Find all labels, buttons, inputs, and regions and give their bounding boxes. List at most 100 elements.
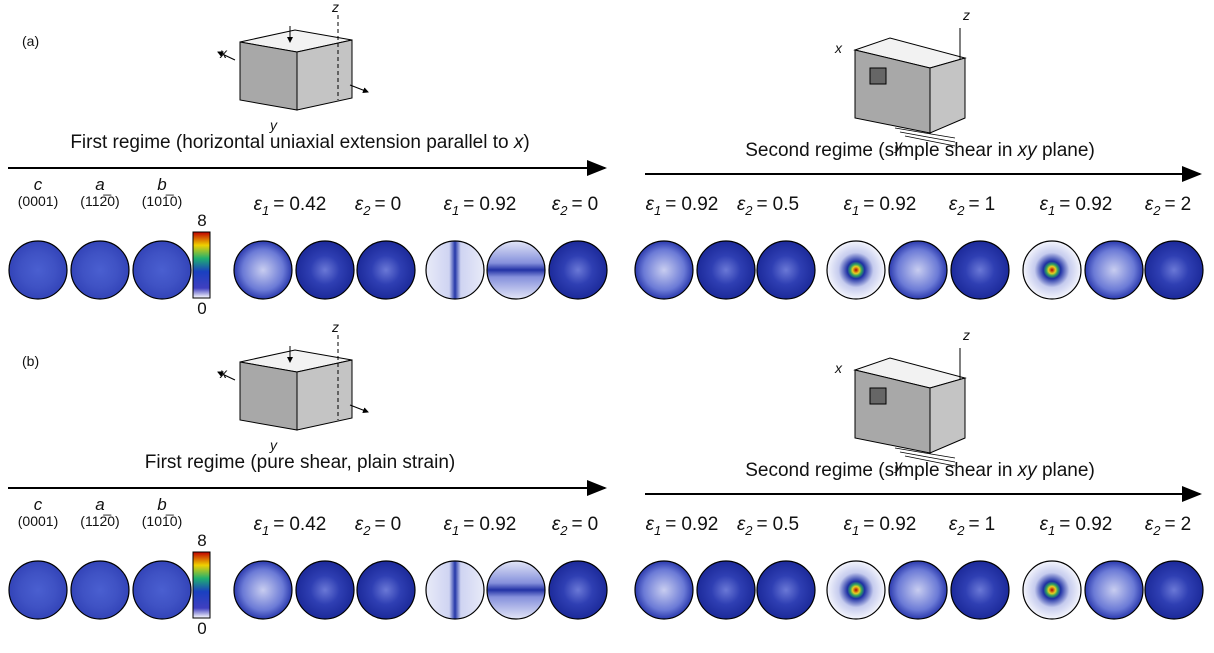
strain-subscript: 2 xyxy=(744,203,753,218)
strain-sign: = xyxy=(1059,194,1070,215)
strain-sign: = xyxy=(374,194,385,215)
strain-label: ε1=0.42 xyxy=(254,514,327,538)
pole-figure xyxy=(1145,561,1203,619)
strain-sign: = xyxy=(374,514,385,535)
strain-sign: = xyxy=(463,194,474,215)
axis-label: y xyxy=(269,437,278,453)
pole-figure xyxy=(889,241,947,299)
strain-subscript: 1 xyxy=(654,523,661,538)
panel-label: (a) xyxy=(22,33,39,49)
strain-value: 0.92 xyxy=(1075,194,1112,215)
colorbar xyxy=(193,232,210,298)
pole-name: c xyxy=(34,175,43,194)
pole-index: (112̅0) xyxy=(80,513,119,529)
pole-figure xyxy=(296,561,354,619)
strain-sign: = xyxy=(463,514,474,535)
pole-name: c xyxy=(34,495,43,514)
strain-value: 0.92 xyxy=(681,514,718,535)
strain-value: 0.92 xyxy=(479,194,516,215)
strain-subscript: 1 xyxy=(262,203,269,218)
strain-sign: = xyxy=(968,194,979,215)
arrow xyxy=(350,85,368,92)
pole-figure xyxy=(549,241,607,299)
strain-label: ε1=0.92 xyxy=(844,514,917,538)
pole-figure xyxy=(296,241,354,299)
figure: (a)xyzxyzFirst regime (horizontal uniaxi… xyxy=(0,0,1214,653)
strain-sign: = xyxy=(665,194,676,215)
pole-figure xyxy=(827,241,885,299)
strain-label: ε2=0 xyxy=(355,194,401,218)
axis-label: y xyxy=(269,117,278,133)
pole-figure xyxy=(697,561,755,619)
strain-label: ε1=0.92 xyxy=(646,194,719,218)
axis-label: z xyxy=(962,327,970,343)
strain-subscript: 1 xyxy=(852,523,859,538)
axis-label: x xyxy=(219,45,228,61)
strain-label: ε2=1 xyxy=(949,514,995,538)
pole-figure xyxy=(951,561,1009,619)
pole-figure xyxy=(71,241,129,299)
strain-sign: = xyxy=(757,194,768,215)
pole-name: b xyxy=(157,175,166,194)
pole-name: b xyxy=(157,495,166,514)
strain-sign: = xyxy=(863,514,874,535)
axis-label: z xyxy=(962,7,970,23)
strain-sign: = xyxy=(273,194,284,215)
strain-value: 0.42 xyxy=(289,194,326,215)
regime-title: Second regime (simple shear in xy plane) xyxy=(745,140,1095,161)
pole-figure xyxy=(549,561,607,619)
strain-label: ε2=0.5 xyxy=(737,514,799,538)
shear-mark xyxy=(870,68,886,84)
strain-label: ε2=0 xyxy=(552,194,598,218)
pole-figure xyxy=(1023,561,1081,619)
strain-label: ε1=0.92 xyxy=(844,194,917,218)
axis-label: x xyxy=(219,365,228,381)
pole-figure xyxy=(9,561,67,619)
strain-subscript: 1 xyxy=(262,523,269,538)
regime-title-part: xy xyxy=(1017,460,1039,481)
regime-title-part: First regime (pure shear, plain strain) xyxy=(145,452,455,473)
arrow xyxy=(350,405,368,412)
strain-value: 0 xyxy=(588,194,599,215)
strain-label: ε2=0 xyxy=(355,514,401,538)
panel-label: (b) xyxy=(22,353,39,369)
strain-value: 0 xyxy=(391,514,402,535)
strain-value: 0.5 xyxy=(773,194,799,215)
pole-figure xyxy=(697,241,755,299)
strain-value: 0.42 xyxy=(289,514,326,535)
colorbar-min: 0 xyxy=(197,619,206,638)
deformation-diagram: xyz xyxy=(834,7,970,153)
colorbar-min: 0 xyxy=(197,299,206,318)
pole-figure xyxy=(71,561,129,619)
strain-subscript: 1 xyxy=(852,203,859,218)
pole-figure xyxy=(426,241,484,299)
strain-value: 0.92 xyxy=(479,514,516,535)
strain-subscript: 1 xyxy=(654,203,661,218)
pole-figure xyxy=(487,241,545,299)
pole-index: (0001) xyxy=(18,193,58,209)
pole-figure xyxy=(426,561,484,619)
pole-figure xyxy=(234,561,292,619)
strain-label: ε2=0 xyxy=(552,514,598,538)
strain-value: 0.92 xyxy=(879,514,916,535)
strain-subscript: 2 xyxy=(956,203,965,218)
strain-subscript: 2 xyxy=(362,523,371,538)
axis-label: z xyxy=(331,319,339,335)
strain-sign: = xyxy=(273,514,284,535)
strain-label: ε1=0.92 xyxy=(444,514,517,538)
pole-figure xyxy=(357,241,415,299)
strain-value: 0 xyxy=(391,194,402,215)
pole-figure xyxy=(9,241,67,299)
axis-label: x xyxy=(834,360,843,376)
pole-figure xyxy=(827,561,885,619)
regime-title: First regime (horizontal uniaxial extens… xyxy=(70,132,529,153)
strain-value: 1 xyxy=(985,514,996,535)
strain-value: 2 xyxy=(1181,194,1192,215)
strain-sign: = xyxy=(1164,194,1175,215)
strain-label: ε2=1 xyxy=(949,194,995,218)
strain-value: 1 xyxy=(985,194,996,215)
regime-title-part: ) xyxy=(523,132,529,153)
box-front xyxy=(240,362,297,430)
strain-subscript: 1 xyxy=(1048,523,1055,538)
